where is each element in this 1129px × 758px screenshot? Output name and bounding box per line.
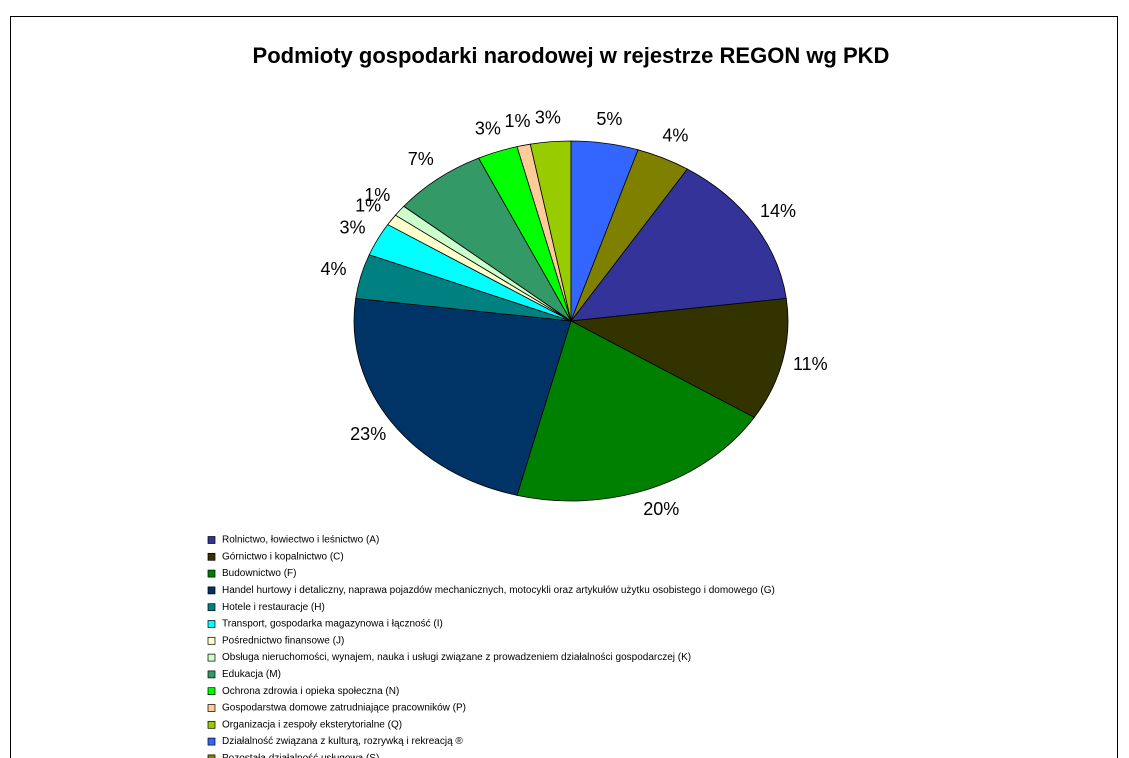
- legend-swatch: [207, 670, 216, 679]
- legend-label: Edukacja (M): [222, 669, 281, 680]
- data-label: 14%: [760, 201, 796, 221]
- chart-title: Podmioty gospodarki narodowej w rejestrz…: [253, 43, 890, 68]
- legend-label: Transport, gospodarka magazynowa i łączn…: [222, 619, 443, 630]
- data-label: 3%: [475, 118, 501, 138]
- pie-slice: [570, 168, 787, 322]
- data-label: 1%: [364, 185, 390, 205]
- legend-swatch: [207, 636, 216, 645]
- legend-swatch: [207, 569, 216, 578]
- data-label: 23%: [350, 424, 386, 444]
- legend-swatch: [207, 653, 216, 662]
- data-label: 1%: [355, 195, 381, 215]
- data-label: 5%: [596, 109, 622, 129]
- legend-label: Handel hurtowy i detaliczny, naprawa poj…: [222, 585, 775, 596]
- legend-swatch: [207, 737, 216, 746]
- legend-label: Działalność związana z kulturą, rozrywką…: [222, 736, 463, 747]
- data-label: 20%: [643, 499, 679, 519]
- pie-slice: [570, 149, 688, 322]
- pie-slice: [569, 298, 789, 418]
- legend-label: Ochrona zdrowia i opieka społeczna (N): [222, 686, 399, 697]
- legend-swatch: [207, 603, 216, 612]
- legend-swatch: [207, 536, 216, 544]
- legend-label: Hotele i restauracje (H): [222, 602, 325, 613]
- legend-swatch: [207, 754, 216, 758]
- legend-swatch: [207, 720, 216, 729]
- data-label: 3%: [340, 217, 366, 237]
- legend-label: Budownictwo (F): [222, 568, 296, 579]
- data-label: 11%: [793, 354, 828, 374]
- legend-swatch: [207, 552, 216, 561]
- legend-swatch: [207, 620, 216, 628]
- pie-slice: [353, 298, 572, 496]
- legend-label: Organizacja i zespoły eksterytorialne (Q…: [222, 719, 402, 730]
- legend-label: Gospodarstwa domowe zatrudniające pracow…: [222, 703, 466, 714]
- pie-slice: [516, 320, 755, 502]
- data-label: 4%: [320, 259, 346, 279]
- data-label: 7%: [408, 149, 434, 169]
- data-label: 4%: [662, 126, 688, 146]
- legend-label: Pośrednictwo finansowe (J): [222, 635, 344, 646]
- legend-label: Pozostała działalność usługowa (S): [222, 753, 379, 758]
- data-label: 3%: [535, 107, 561, 127]
- legend-label: Obsługa nieruchomości, wynajem, nauka i …: [222, 652, 691, 663]
- legend-swatch: [207, 687, 216, 696]
- legend-label: Górnictwo i kopalnictwo (C): [222, 551, 344, 562]
- legend-label: Rolnictwo, łowiectwo i leśnictwo (A): [222, 535, 379, 546]
- data-label: 1%: [505, 111, 531, 131]
- legend-swatch: [207, 704, 216, 712]
- legend-swatch: [207, 586, 216, 595]
